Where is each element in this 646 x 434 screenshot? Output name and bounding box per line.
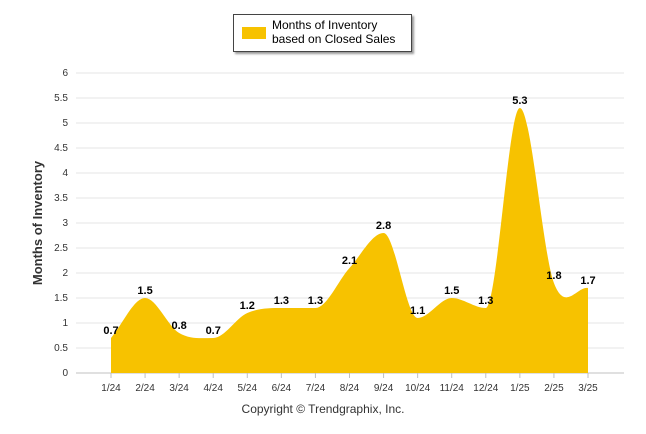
- y-tick-label: 5: [62, 118, 68, 129]
- x-tick-label: 11/24: [440, 383, 465, 394]
- copyright-text: Copyright © Trendgraphix, Inc.: [241, 402, 405, 416]
- data-label: 1.5: [137, 285, 152, 297]
- x-tick-label: 2/25: [544, 383, 564, 394]
- legend-swatch: [242, 27, 266, 39]
- y-tick-label: 4: [62, 168, 68, 179]
- data-label: 5.3: [512, 95, 527, 107]
- data-label: 2.8: [376, 220, 391, 232]
- y-tick-label: 2: [62, 268, 68, 279]
- y-tick-label: 1.5: [54, 293, 68, 304]
- data-label: 1.3: [274, 295, 289, 307]
- x-tick-label: 4/24: [203, 383, 223, 394]
- y-tick-label: 3.5: [54, 193, 68, 204]
- data-label: 1.8: [546, 270, 561, 282]
- legend-label: Months of Inventory based on Closed Sale…: [272, 18, 396, 46]
- data-label: 2.1: [342, 255, 357, 267]
- data-label: 1.5: [444, 285, 459, 297]
- x-tick-label: 10/24: [405, 383, 430, 394]
- x-tick-label: 1/24: [101, 383, 121, 394]
- data-label: 0.8: [171, 320, 186, 332]
- y-tick-label: 0: [62, 368, 68, 379]
- data-label: 0.7: [206, 325, 221, 337]
- x-tick-label: 8/24: [340, 383, 360, 394]
- y-tick-label: 0.5: [54, 343, 68, 354]
- x-tick-label: 3/25: [578, 383, 598, 394]
- y-tick-label: 3: [62, 218, 68, 229]
- x-tick-label: 7/24: [306, 383, 326, 394]
- x-tick-label: 1/25: [510, 383, 530, 394]
- y-tick-label: 6: [62, 68, 68, 79]
- data-label: 0.7: [103, 325, 118, 337]
- x-tick-label: 3/24: [169, 383, 189, 394]
- x-tick-label: 9/24: [374, 383, 394, 394]
- data-label: 1.1: [410, 305, 425, 317]
- y-axis-label: Months of Inventory: [30, 160, 45, 285]
- y-tick-label: 2.5: [54, 243, 68, 254]
- x-tick-label: 2/24: [135, 383, 155, 394]
- data-label: 1.3: [478, 295, 493, 307]
- y-tick-label: 4.5: [54, 143, 68, 154]
- series-area: [111, 108, 588, 373]
- data-label: 1.2: [240, 300, 255, 312]
- x-tick-label: 6/24: [272, 383, 292, 394]
- legend: Months of Inventory based on Closed Sale…: [233, 14, 412, 52]
- data-label: 1.3: [308, 295, 323, 307]
- x-tick-label: 5/24: [238, 383, 258, 394]
- data-label: 1.7: [580, 275, 595, 287]
- y-tick-label: 1: [62, 318, 68, 329]
- y-tick-label: 5.5: [54, 93, 68, 104]
- x-tick-label: 12/24: [473, 383, 498, 394]
